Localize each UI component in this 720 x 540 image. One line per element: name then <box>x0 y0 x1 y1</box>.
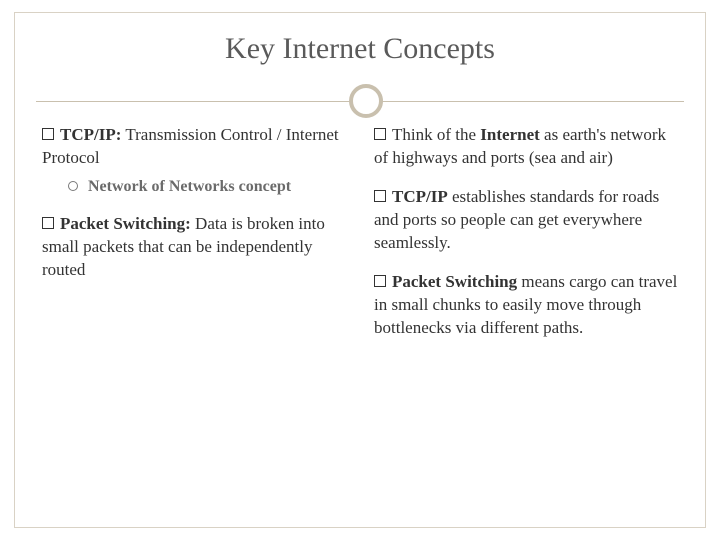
bullet-bold: TCP/IP: <box>60 125 121 144</box>
right-column: Think of the Internet as earth's network… <box>370 124 678 356</box>
slide-title: Key Internet Concepts <box>36 32 684 66</box>
bullet-lead: Think of the <box>392 125 480 144</box>
bullet-packet-switching: Packet Switching: Data is broken into sm… <box>42 213 346 282</box>
content-columns: TCP/IP: Transmission Control / Internet … <box>36 124 684 356</box>
bullet-internet-highways: Think of the Internet as earth's network… <box>374 124 678 170</box>
bullet-bold: TCP/IP <box>392 187 448 206</box>
bullet-bold: Internet <box>480 125 539 144</box>
bullet-packet-cargo: Packet Switching means cargo can travel … <box>374 271 678 340</box>
divider <box>36 84 684 118</box>
checkbox-icon <box>42 217 54 229</box>
divider-circle-icon <box>349 84 383 118</box>
circle-bullet-icon <box>68 181 78 191</box>
left-column: TCP/IP: Transmission Control / Internet … <box>42 124 346 356</box>
sub-bullet-network: Network of Networks concept <box>68 176 346 198</box>
checkbox-icon <box>374 275 386 287</box>
sub-bullet-text: Network of Networks concept <box>88 178 291 195</box>
checkbox-icon <box>374 190 386 202</box>
bullet-tcpip: TCP/IP: Transmission Control / Internet … <box>42 124 346 197</box>
slide: Key Internet Concepts TCP/IP: Transmissi… <box>0 0 720 540</box>
bullet-bold: Packet Switching <box>392 272 517 291</box>
bullet-tcpip-standards: TCP/IP establishes standards for roads a… <box>374 186 678 255</box>
checkbox-icon <box>374 128 386 140</box>
checkbox-icon <box>42 128 54 140</box>
bullet-bold: Packet Switching: <box>60 214 191 233</box>
